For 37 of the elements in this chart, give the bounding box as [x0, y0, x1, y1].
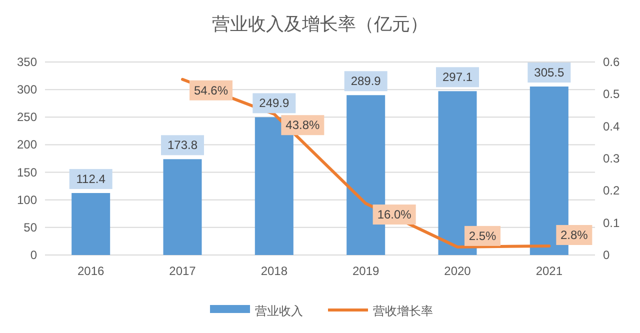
bar — [163, 159, 202, 255]
data-label: 2.8% — [560, 228, 588, 242]
data-label: 43.8% — [286, 118, 320, 132]
data-label: 54.6% — [194, 83, 228, 98]
data-label: 249.9 — [259, 96, 290, 110]
x-tick-label: 2017 — [169, 264, 196, 278]
y2-tick-label: 0.6 — [603, 55, 620, 69]
y-tick-label: 100 — [16, 192, 38, 207]
y-tick-label: 350 — [16, 55, 38, 69]
y2-tick-label: 0.4 — [603, 119, 620, 134]
data-label: 297.1 — [442, 70, 473, 84]
y-tick-label: 50 — [24, 220, 38, 234]
y-tick-label: 150 — [16, 165, 38, 180]
y-tick-label: 300 — [16, 82, 38, 97]
legend-label: 营业收入 — [255, 304, 303, 318]
x-tick-label: 2016 — [77, 264, 105, 278]
bar — [72, 193, 110, 255]
x-tick-label: 2020 — [444, 264, 472, 278]
y2-tick-label: 0.2 — [603, 184, 620, 198]
y-tick-label: 200 — [16, 138, 38, 152]
y2-tick-label: 0.5 — [603, 87, 620, 102]
y-tick-label: 250 — [16, 110, 38, 124]
legend-label: 营收增长率 — [373, 304, 433, 318]
data-label: 16.0% — [377, 208, 412, 222]
data-label: 289.9 — [350, 74, 382, 88]
data-label: 2.5% — [468, 228, 496, 243]
chart-title: 营业收入及增长率（亿元） — [212, 14, 428, 34]
data-label: 173.8 — [167, 138, 198, 152]
x-tick-label: 2018 — [260, 264, 288, 278]
y2-tick-label: 0 — [603, 248, 610, 262]
y2-tick-label: 0.3 — [603, 152, 620, 166]
x-tick-label: 2019 — [352, 264, 380, 278]
y2-tick-label: 0.1 — [603, 216, 620, 230]
data-label: 305.5 — [534, 66, 565, 80]
x-tick-label: 2021 — [536, 264, 563, 278]
y-tick-label: 0 — [30, 248, 38, 262]
data-label: 112.4 — [76, 172, 106, 186]
